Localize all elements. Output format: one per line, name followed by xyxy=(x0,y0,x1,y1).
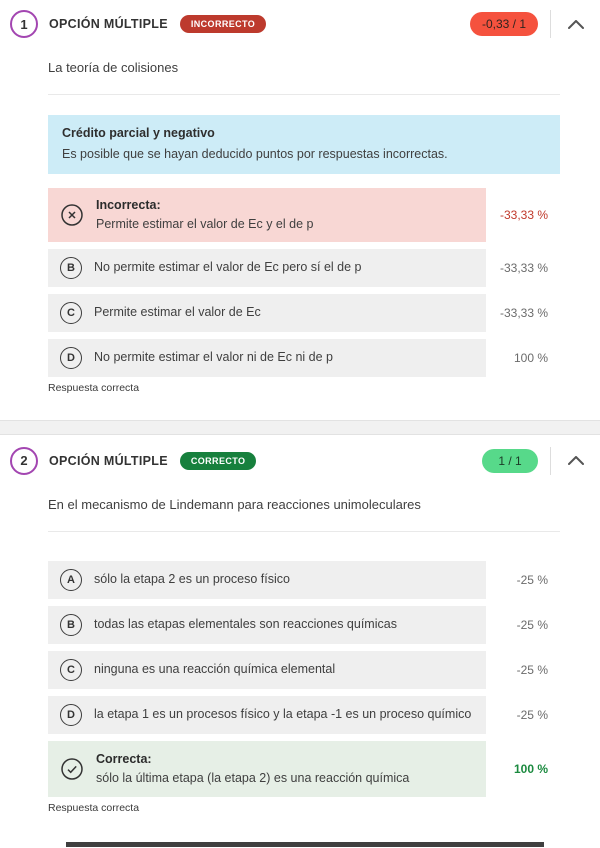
answer-option-d: D la etapa 1 es un procesos físico y la … xyxy=(48,695,486,734)
option-text: No permite estimar el valor de Ec pero s… xyxy=(94,260,362,275)
answer-option-row: D la etapa 1 es un procesos físico y la … xyxy=(48,695,560,734)
check-circle-icon xyxy=(60,757,84,781)
answer-option-row: B No permite estimar el valor de Ec pero… xyxy=(48,248,560,287)
header-divider xyxy=(550,10,551,38)
card-separator xyxy=(0,419,600,435)
question-card-2: 2 OPCIÓN MÚLTIPLE CORRECTO 1 / 1 En el m… xyxy=(0,434,600,814)
partial-credit-notice: Crédito parcial y negativo Es posible qu… xyxy=(48,115,560,174)
option-letter-badge: C xyxy=(60,301,82,324)
option-text: No permite estimar el valor ni de Ec ni … xyxy=(94,350,333,365)
question-number-badge: 2 xyxy=(10,446,38,475)
answer-option-row: Correcta: sólo la última etapa (la etapa… xyxy=(48,740,560,797)
question-prompt: En el mecanismo de Lindemann para reacci… xyxy=(48,496,421,512)
option-result-label: Correcta: xyxy=(96,751,152,766)
chevron-up-icon xyxy=(568,19,584,29)
option-text: sólo la etapa 2 es un proceso físico xyxy=(94,572,290,587)
option-text: Permite estimar el valor de Ec y el de p xyxy=(96,216,314,231)
question-card-1: 1 OPCIÓN MÚLTIPLE INCORRECTO -0,33 / 1 L… xyxy=(0,0,600,420)
horizontal-rule xyxy=(48,94,560,95)
question-type-label: OPCIÓN MÚLTIPLE xyxy=(49,17,168,31)
option-letter-badge: D xyxy=(60,703,82,726)
next-card-edge-bar xyxy=(66,842,544,847)
horizontal-rule xyxy=(48,530,560,532)
score-badge: 1 / 1 xyxy=(482,448,538,473)
x-circle-icon xyxy=(60,203,84,227)
chevron-up-icon xyxy=(568,456,584,465)
option-percent: -33,33 % xyxy=(499,305,548,320)
answer-option-row: A sólo la etapa 2 es un proceso físico -… xyxy=(48,560,560,599)
correct-answer-note: Respuesta correcta xyxy=(48,801,140,814)
status-badge-incorrect: INCORRECTO xyxy=(179,15,267,33)
option-text-block: Incorrecta: Permite estimar el valor de … xyxy=(96,196,313,234)
option-text: ninguna es una reacción química elementa… xyxy=(94,662,336,677)
option-letter-badge: B xyxy=(60,613,82,636)
answer-option-row: D No permite estimar el valor ni de Ec n… xyxy=(48,338,560,377)
option-percent: -25 % xyxy=(516,617,548,632)
card-bottom-padding xyxy=(0,394,600,420)
option-letter-badge: D xyxy=(60,346,82,369)
answer-option-selected-incorrect: Incorrecta: Permite estimar el valor de … xyxy=(48,188,486,242)
answer-option-selected-correct: Correcta: sólo la última etapa (la etapa… xyxy=(48,740,486,797)
option-text: la etapa 1 es un procesos físico y la et… xyxy=(94,707,472,722)
option-percent: -25 % xyxy=(516,662,548,677)
answer-option-b: B No permite estimar el valor de Ec pero… xyxy=(48,248,486,287)
option-percent: -25 % xyxy=(516,707,548,722)
notice-body: Es posible que se hayan deducido puntos … xyxy=(62,147,448,161)
answer-options-list: Incorrecta: Permite estimar el valor de … xyxy=(48,188,560,377)
correct-answer-note: Respuesta correcta xyxy=(48,381,140,394)
answer-options-list: A sólo la etapa 2 es un proceso físico -… xyxy=(48,560,560,797)
option-percent: -33,33 % xyxy=(499,207,548,222)
option-percent: -25 % xyxy=(516,572,548,587)
option-percent: -33,33 % xyxy=(499,260,548,275)
answer-option-a: A sólo la etapa 2 es un proceso físico xyxy=(48,560,486,599)
answer-option-c: C Permite estimar el valor de Ec xyxy=(48,293,486,332)
option-letter-badge: C xyxy=(60,658,82,681)
option-result-label: Incorrecta: xyxy=(96,198,161,212)
option-text: sólo la última etapa (la etapa 2) es una… xyxy=(96,770,410,785)
answer-option-c: C ninguna es una reacción química elemen… xyxy=(48,650,486,689)
question-1-header: 1 OPCIÓN MÚLTIPLE INCORRECTO -0,33 / 1 xyxy=(0,0,600,38)
answer-option-d: D No permite estimar el valor ni de Ec n… xyxy=(48,338,486,377)
collapse-question-button[interactable] xyxy=(560,447,592,475)
option-text: Permite estimar el valor de Ec xyxy=(94,305,261,320)
notice-title: Crédito parcial y negativo xyxy=(62,126,215,140)
answer-option-row: B todas las etapas elementales son reacc… xyxy=(48,605,560,644)
answer-option-b: B todas las etapas elementales son reacc… xyxy=(48,605,486,644)
answer-option-row: C Permite estimar el valor de Ec -33,33 … xyxy=(48,293,560,332)
question-number-badge: 1 xyxy=(10,10,38,38)
score-badge: -0,33 / 1 xyxy=(469,12,538,36)
option-text: todas las etapas elementales son reaccio… xyxy=(94,617,397,632)
answer-option-row: C ninguna es una reacción química elemen… xyxy=(48,650,560,689)
question-type-label: OPCIÓN MÚLTIPLE xyxy=(49,453,168,468)
question-number: 1 xyxy=(20,16,28,32)
question-prompt: La teoría de colisiones xyxy=(48,60,179,75)
question-number: 2 xyxy=(20,453,28,468)
collapse-question-button[interactable] xyxy=(560,10,592,38)
option-percent: 100 % xyxy=(513,350,548,365)
option-text-block: Correcta: sólo la última etapa (la etapa… xyxy=(96,750,409,788)
option-percent: 100 % xyxy=(513,761,548,776)
option-letter-badge: A xyxy=(60,568,82,591)
option-letter-badge: B xyxy=(60,256,82,279)
header-divider xyxy=(550,446,551,475)
question-2-header: 2 OPCIÓN MÚLTIPLE CORRECTO 1 / 1 xyxy=(0,435,600,475)
answer-option-row: Incorrecta: Permite estimar el valor de … xyxy=(48,188,560,242)
status-badge-correct: CORRECTO xyxy=(179,451,257,470)
